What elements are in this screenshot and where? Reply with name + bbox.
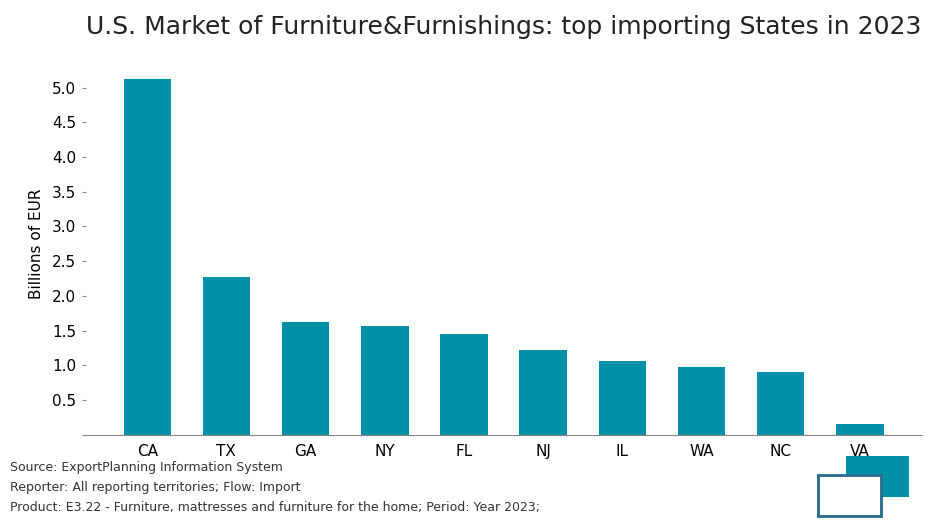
Text: Source: ExportPlanning Information System: Source: ExportPlanning Information Syste…	[10, 461, 282, 474]
Title: U.S. Market of Furniture&Furnishings: top importing States in 2023: U.S. Market of Furniture&Furnishings: to…	[86, 14, 922, 39]
Bar	[361, 325, 408, 435]
Bar	[836, 424, 884, 435]
Bar	[440, 334, 487, 435]
Bar	[202, 277, 250, 435]
Bar	[818, 475, 881, 516]
Bar	[124, 80, 171, 435]
Text: Reporter: All reporting territories; Flow: Import: Reporter: All reporting territories; Flo…	[10, 481, 300, 494]
Bar	[282, 322, 330, 435]
Bar	[520, 350, 567, 435]
Y-axis label: Billions of EUR: Billions of EUR	[28, 189, 44, 299]
Bar	[757, 372, 805, 435]
Text: Product: E3.22 - Furniture, mattresses and furniture for the home; Period: Year : Product: E3.22 - Furniture, mattresses a…	[10, 501, 540, 515]
Bar	[598, 361, 646, 435]
Bar	[677, 367, 725, 435]
Bar	[818, 475, 881, 516]
Bar	[846, 456, 909, 497]
